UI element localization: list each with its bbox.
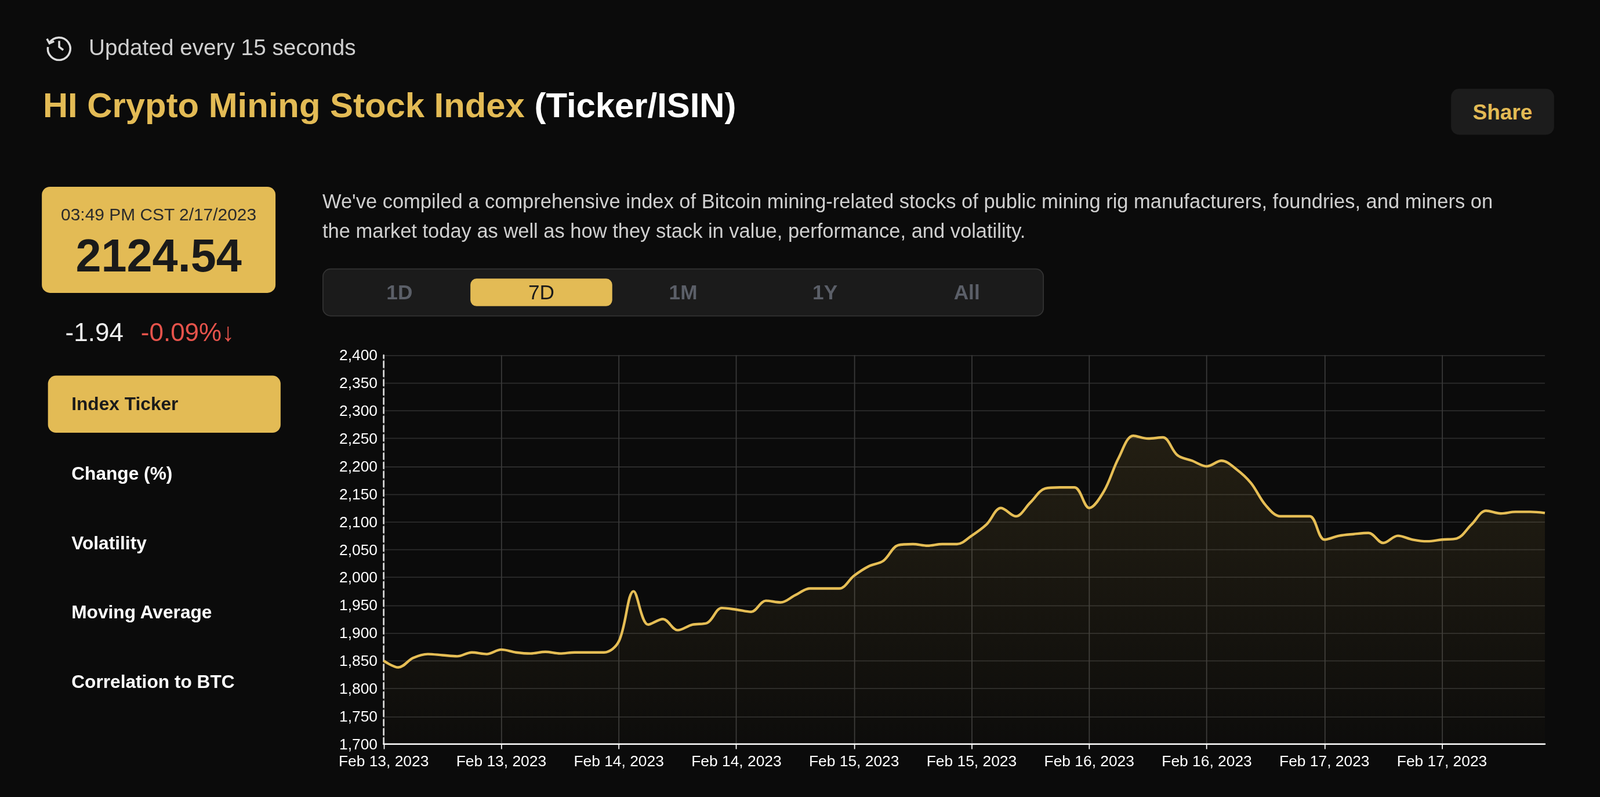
html-text:HI Crypto Mining Stock Index (: HI Crypto Mining Stock Index (Ticker/ISI… [42, 85, 737, 125]
html-text:7D: 7D [528, 280, 555, 304]
html-text:Updated every 15 seconds: Updated every 15 seconds [88, 34, 356, 61]
svg-text:2,050: 2,050 [339, 541, 378, 559]
html-text:-1.94: -1.94 [65, 317, 124, 346]
svg-text:1,850: 1,850 [339, 651, 378, 670]
html-text:1D: 1D [386, 280, 413, 304]
html-text:1M: 1M [668, 280, 698, 304]
html-text:Index Ticker: Index Ticker [71, 393, 179, 415]
html-text:Change (%): Change (%) [71, 463, 173, 484]
svg-text:2,100: 2,100 [339, 513, 378, 531]
svg-text:1,950: 1,950 [339, 596, 378, 614]
html-text:We've compiled a comprehensive: We've compiled a comprehensive index of … [322, 189, 1493, 242]
svg-text:Feb 13, 2023: Feb 13, 2023 [456, 752, 547, 770]
html-text:Moving Average: Moving Average [71, 602, 212, 623]
svg-text:2,150: 2,150 [339, 485, 378, 503]
svg-text:1,750: 1,750 [339, 707, 378, 725]
svg-text:2,200: 2,200 [339, 457, 378, 475]
html-text:Share: Share [1472, 99, 1533, 124]
svg-text:Feb 17, 2023: Feb 17, 2023 [1397, 752, 1487, 770]
html-text:1Y: 1Y [812, 280, 838, 304]
svg-text:Feb 15, 2023: Feb 15, 2023 [926, 752, 1017, 770]
svg-text:Feb 14, 2023: Feb 14, 2023 [573, 752, 664, 770]
svg-text:2,000: 2,000 [339, 568, 378, 586]
svg-text:Feb 14, 2023: Feb 14, 2023 [691, 752, 782, 770]
svg-text:Feb 17, 2023: Feb 17, 2023 [1279, 752, 1370, 770]
html-text:2124.54: 2124.54 [75, 229, 242, 282]
svg-text:Feb 16, 2023: Feb 16, 2023 [1044, 752, 1135, 770]
html-text:Volatility: Volatility [71, 532, 147, 554]
svg-text:2,250: 2,250 [339, 429, 378, 448]
svg-text:1,900: 1,900 [339, 623, 378, 642]
html-text:-0.09%↓: -0.09%↓ [140, 317, 235, 346]
svg-text:2,400: 2,400 [339, 346, 378, 364]
svg-text:2,300: 2,300 [339, 401, 378, 420]
svg-text:Feb 15, 2023: Feb 15, 2023 [808, 752, 899, 770]
svg-text:Feb 16, 2023: Feb 16, 2023 [1161, 752, 1252, 770]
svg-text:2,350: 2,350 [339, 374, 378, 392]
html-text:Correlation to BTC: Correlation to BTC [71, 671, 235, 692]
svg-text:Feb 13, 2023: Feb 13, 2023 [338, 752, 429, 770]
html-text:03:49 PM CST 2/17/2023: 03:49 PM CST 2/17/2023 [60, 205, 257, 225]
html-text:All: All [953, 280, 980, 304]
svg-text:1,700: 1,700 [339, 735, 378, 753]
svg-text:1,800: 1,800 [339, 679, 378, 698]
